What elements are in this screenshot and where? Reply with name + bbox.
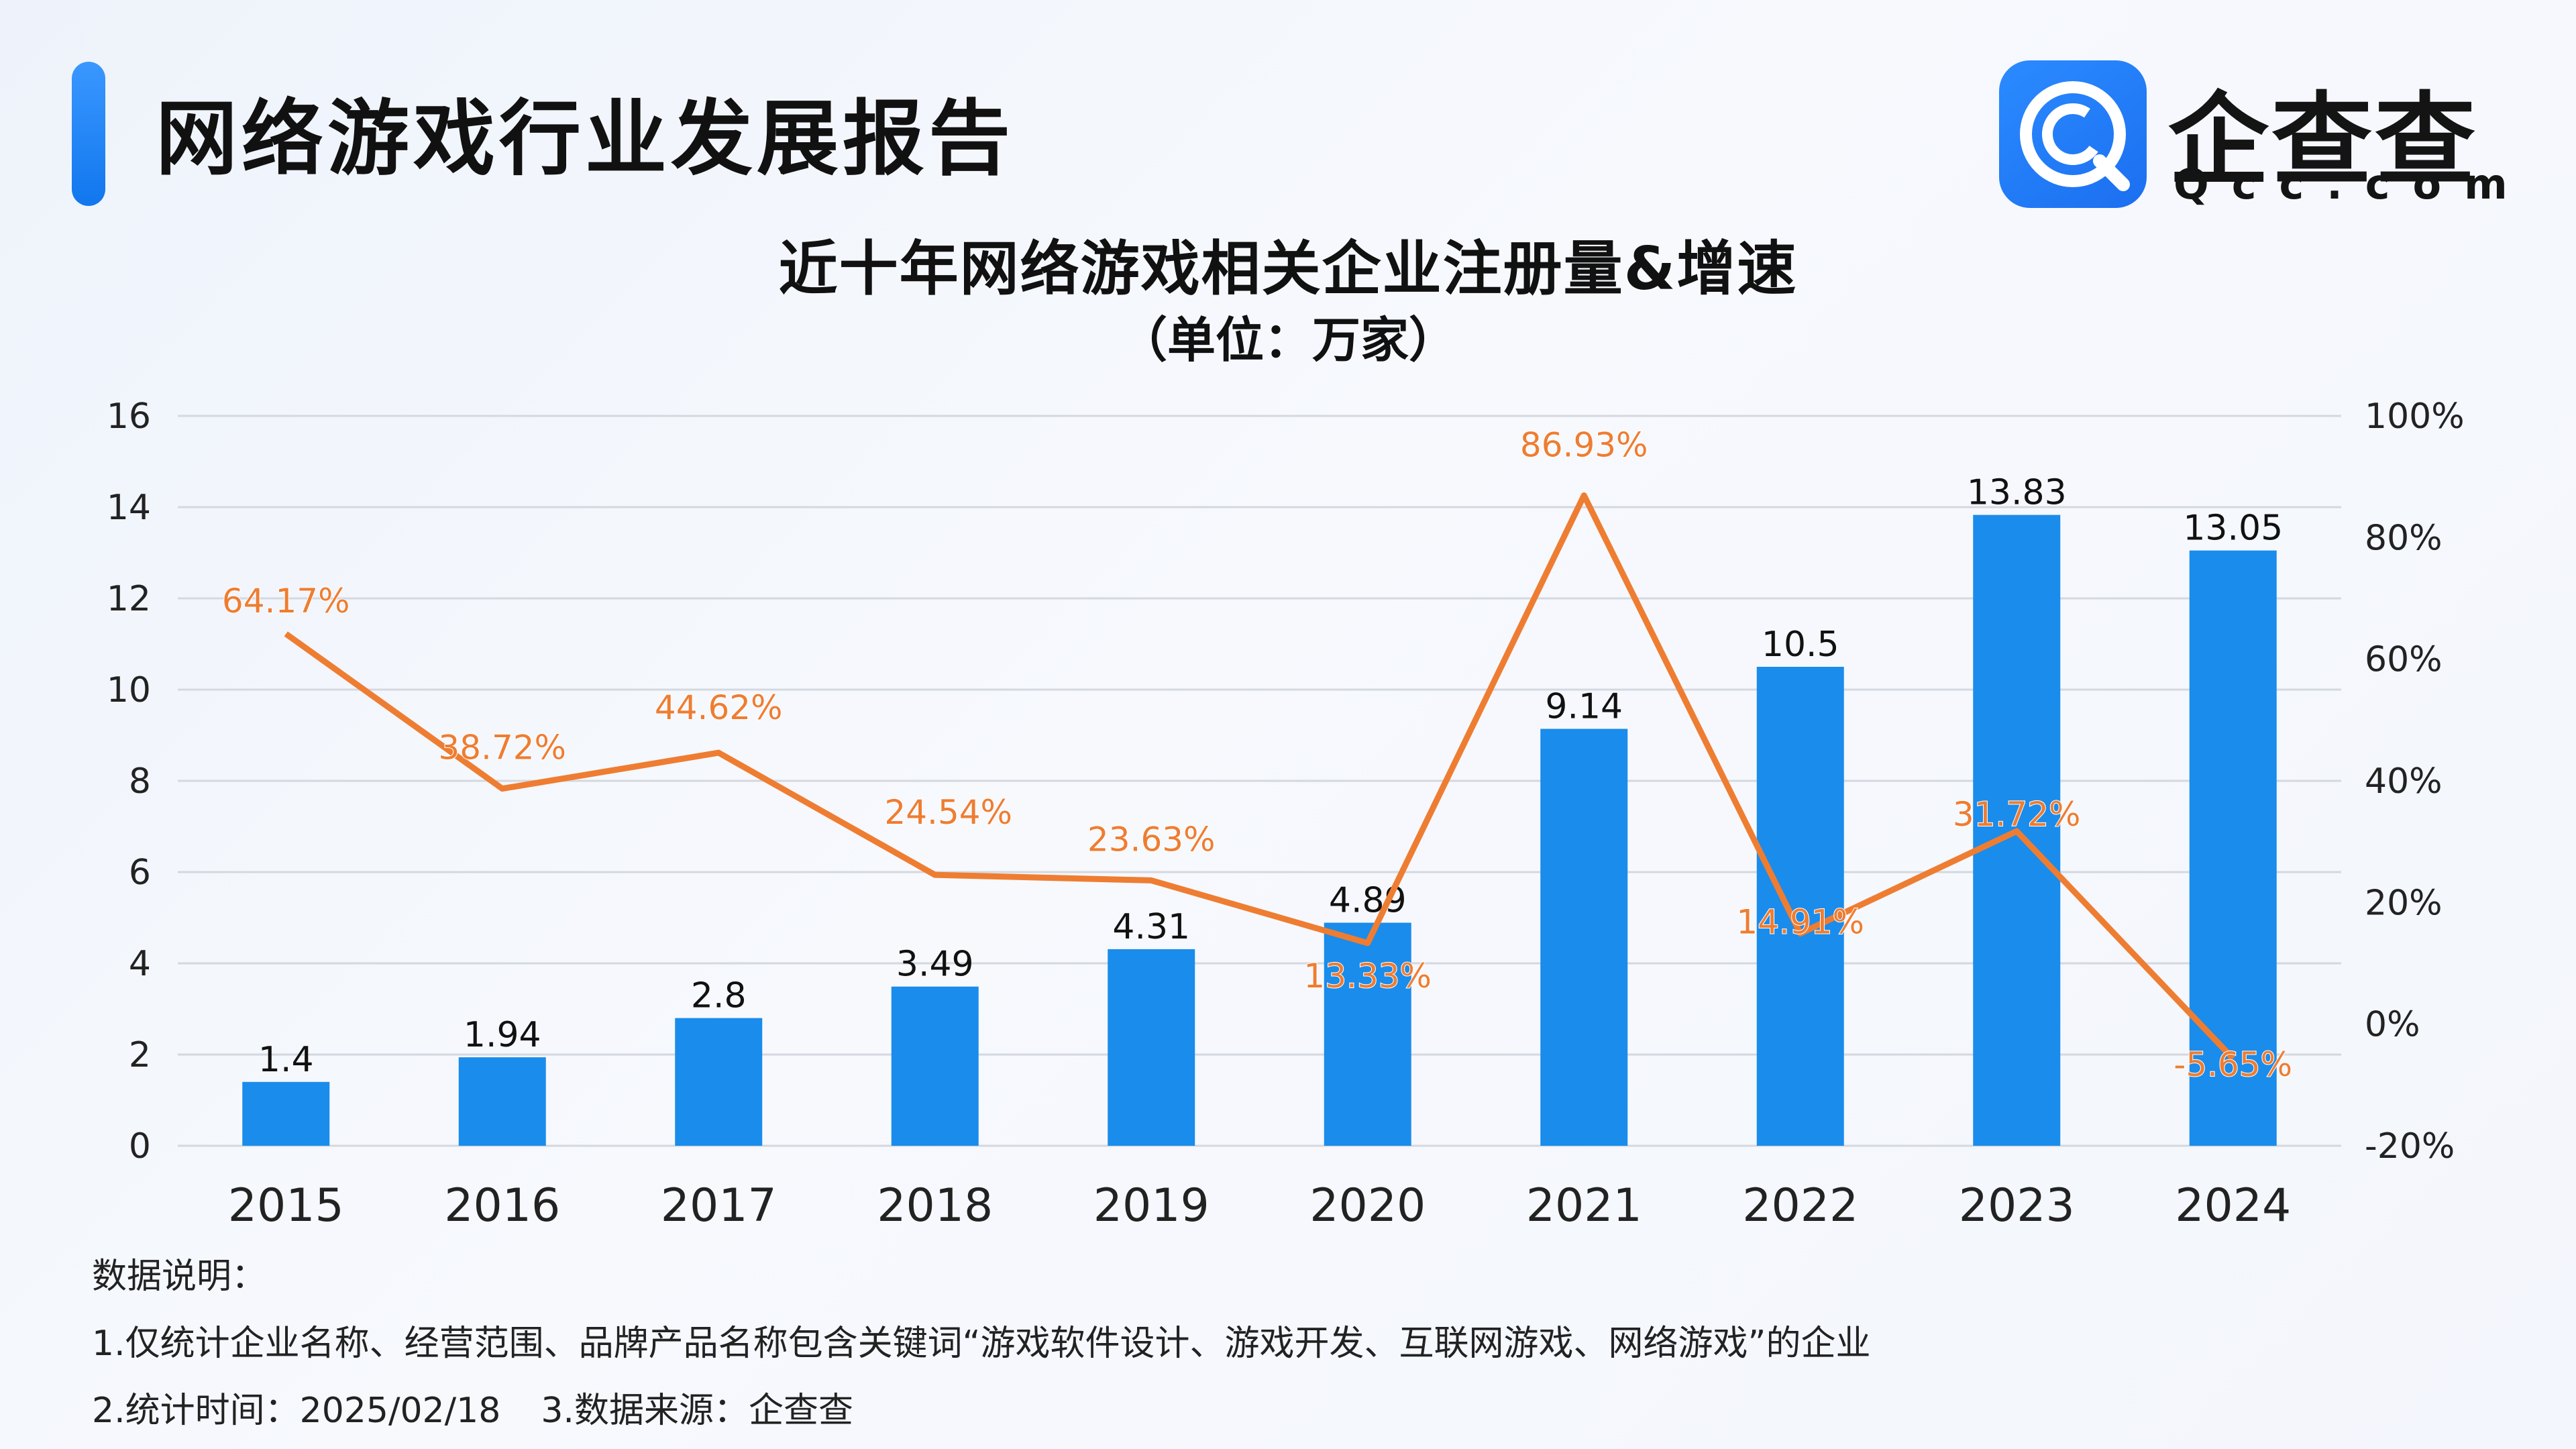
growth-rate-label: 13.33% <box>1303 957 1432 996</box>
line-series: 64.17% 38.72% 44.62% 24.54% 23.63% 13.33% 86.9… <box>221 425 2293 1085</box>
right-tick-label: 0% <box>2365 1005 2420 1045</box>
left-tick-label: 0 <box>129 1126 151 1167</box>
growth-rate-label: 24.54% <box>884 793 1012 832</box>
header-accent-bar <box>72 62 105 206</box>
x-tick-label: 2024 <box>2175 1179 2291 1232</box>
bar-value-label: 3.49 <box>896 945 974 985</box>
left-tick-label: 10 <box>107 670 151 710</box>
growth-rate-label: 14.91% <box>1736 902 1864 941</box>
bar-value-label: 4.31 <box>1112 907 1190 947</box>
x-tick-label: 2015 <box>228 1179 344 1232</box>
bar <box>242 1081 330 1146</box>
left-tick-label: 12 <box>107 579 151 619</box>
right-tick-label: 60% <box>2365 640 2443 680</box>
bar <box>1108 949 1195 1146</box>
right-tick-label: 20% <box>2365 883 2443 923</box>
notes-heading: 数据说明： <box>92 1256 267 1297</box>
left-tick-label: 8 <box>129 761 151 802</box>
left-tick-label: 14 <box>107 488 151 528</box>
notes-stat-time: 2.统计时间：2025/02/18 <box>92 1391 501 1431</box>
bar-value-label: 10.5 <box>1762 625 1839 665</box>
qcc-logo-icon <box>1999 60 2147 208</box>
bar-value-label: 13.05 <box>2183 508 2283 549</box>
right-tick-label: 80% <box>2365 518 2443 558</box>
x-tick-label: 2017 <box>661 1179 777 1232</box>
bar <box>458 1057 546 1146</box>
right-axis: -20% 0% 20% 40% 60% 80% 100% <box>2365 396 2465 1167</box>
chart-subtitle: （单位：万家） <box>1118 312 1457 368</box>
left-tick-label: 2 <box>129 1035 151 1075</box>
x-tick-label: 2019 <box>1093 1179 1210 1232</box>
left-tick-label: 16 <box>107 396 151 437</box>
bar-value-label: 13.83 <box>1967 473 2067 513</box>
page-title: 网络游戏行业发展报告 <box>156 91 1014 186</box>
bar <box>675 1018 763 1146</box>
chart-title: 近十年网络游戏相关企业注册量&增速 <box>778 234 1798 303</box>
growth-rate-label: 44.62% <box>655 688 783 727</box>
left-tick-label: 6 <box>129 853 151 893</box>
growth-rate-label: -5.65% <box>2174 1045 2292 1084</box>
x-tick-label: 2020 <box>1309 1179 1426 1232</box>
growth-rate-label: 38.72% <box>438 729 566 767</box>
logo-domain: Qcc.com <box>2174 160 2530 209</box>
x-tick-label: 2022 <box>1742 1179 1858 1232</box>
growth-rate-label: 31.72% <box>1953 795 2081 834</box>
growth-rate-label: 64.17% <box>222 582 350 621</box>
bar <box>1540 729 1628 1146</box>
growth-rate-label: 23.63% <box>1087 820 1216 859</box>
right-tick-label: -20% <box>2365 1126 2455 1167</box>
bar-value-label: 2.8 <box>691 976 747 1016</box>
bar-value-label: 9.14 <box>1545 686 1623 727</box>
bar <box>1324 922 1411 1146</box>
x-tick-label: 2018 <box>877 1179 993 1232</box>
notes-source: 3.数据来源：企查查 <box>541 1391 853 1431</box>
x-tick-label: 2016 <box>444 1179 560 1232</box>
x-tick-label: 2021 <box>1526 1179 1642 1232</box>
right-tick-label: 40% <box>2365 761 2443 802</box>
bar <box>1756 667 1844 1146</box>
logo-name: 企查查 <box>2168 83 2479 199</box>
right-tick-label: 100% <box>2365 396 2465 437</box>
bar <box>2189 550 2277 1146</box>
x-tick-label: 2023 <box>1959 1179 2075 1232</box>
growth-line <box>284 492 2236 1061</box>
left-axis: 0 2 4 6 8 10 12 14 16 <box>107 396 151 1167</box>
growth-rate-label: 86.93% <box>1520 426 1648 465</box>
bar-value-label: 1.94 <box>464 1015 541 1055</box>
notes-line-2: 2.统计时间：2025/02/18 3.数据来源：企查查 <box>92 1382 853 1432</box>
bar-value-label: 1.4 <box>258 1040 314 1080</box>
bar <box>891 986 979 1146</box>
notes-line-1: 1.仅统计企业名称、经营范围、品牌产品名称包含关键词“游戏软件设计、游戏开发、互… <box>92 1324 1871 1364</box>
x-axis: 2015 2016 2017 2018 2019 2020 2021 2022 2023 2024 <box>228 1179 2292 1232</box>
left-tick-label: 4 <box>129 944 151 984</box>
